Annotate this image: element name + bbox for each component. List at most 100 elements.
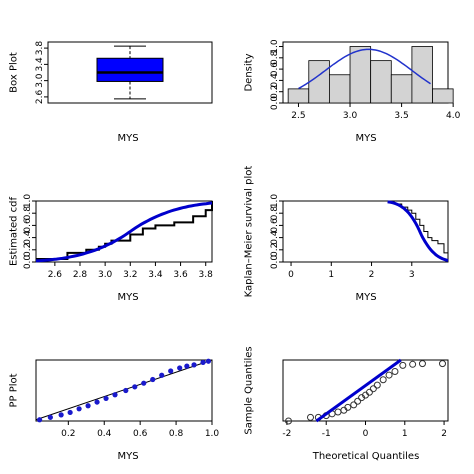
pp-point xyxy=(200,360,205,365)
y-tick-label: 3.8 xyxy=(35,41,45,56)
plot-frame xyxy=(36,201,212,262)
x-axis-label: MYS xyxy=(117,292,138,303)
x-tick-label: 0.8 xyxy=(169,429,184,439)
x-tick-label: 2.8 xyxy=(73,270,88,280)
qq-point xyxy=(392,368,398,374)
y-tick-label: 1.0 xyxy=(270,194,280,209)
y-tick-label: 1.0 xyxy=(23,194,33,209)
pp-point xyxy=(59,412,64,417)
cdf-panel: MYS Estimated cdf 0.00.20.40.60.81.0 2.6 2.8… xyxy=(8,194,213,303)
qq-point xyxy=(410,361,416,367)
y-tick-label: 3.0 xyxy=(35,73,45,88)
x-tick-label: 3.5 xyxy=(394,111,408,121)
pp-point xyxy=(37,417,42,422)
qq-point xyxy=(351,402,357,408)
box-iqr xyxy=(97,58,163,81)
y-axis-label: PP Plot xyxy=(8,373,19,407)
plot-frame xyxy=(283,360,448,421)
fitted-survival xyxy=(388,202,448,261)
pp-point xyxy=(150,377,155,382)
pp-point xyxy=(132,384,137,389)
x-tick-label: 3.2 xyxy=(123,270,137,280)
pp-point xyxy=(141,381,146,386)
box-plot-panel: MYS Box Plot 2.63.03.43.8 xyxy=(8,41,212,144)
x-tick-label: 1 xyxy=(402,429,408,439)
x-tick-label: 3.4 xyxy=(148,270,163,280)
empirical-cdf xyxy=(36,201,212,259)
histogram-bar xyxy=(288,89,309,103)
qq-point xyxy=(308,414,314,420)
y-axis-label: Box Plot xyxy=(8,52,19,93)
pp-point xyxy=(103,396,108,401)
pp-point xyxy=(159,373,164,378)
x-tick-label: 3.0 xyxy=(343,111,358,121)
x-tick-label: -2 xyxy=(282,429,291,439)
x-tick-label: 2 xyxy=(441,429,447,439)
pp-point xyxy=(206,359,211,364)
qq-point xyxy=(386,372,392,378)
histogram-bar xyxy=(309,61,330,103)
histogram-panel: MYS Density 0.00.20.40.60.81.0 2.5 3.0 3.5 4.0 xyxy=(243,39,460,144)
x-axis-label: Theoretical Quantiles xyxy=(312,451,420,462)
pp-point xyxy=(77,406,82,411)
qq-point xyxy=(335,409,341,415)
histogram-bar xyxy=(391,75,412,103)
x-tick-label: 0 xyxy=(288,270,294,280)
x-tick-label: 0.2 xyxy=(61,429,75,439)
pp-point xyxy=(168,368,173,373)
qq-point xyxy=(419,361,425,367)
qq-point xyxy=(380,377,386,383)
x-tick-label: 0 xyxy=(363,429,369,439)
y-axis-label: Sample Quantiles xyxy=(243,346,254,434)
x-tick-label: 1.0 xyxy=(205,429,220,439)
pp-point xyxy=(112,392,117,397)
histogram-bar xyxy=(329,75,350,103)
qq-point xyxy=(400,362,406,368)
x-tick-label: 1 xyxy=(328,270,334,280)
qq-point xyxy=(355,398,361,404)
x-tick-label: 3.8 xyxy=(199,270,214,280)
x-tick-label: 3 xyxy=(409,270,415,280)
qq-point xyxy=(440,361,446,367)
x-axis-label: MYS xyxy=(355,133,376,144)
pp-point xyxy=(123,388,128,393)
qq-point xyxy=(374,382,380,388)
qq-reference-line xyxy=(316,360,400,421)
y-tick-label: 1.0 xyxy=(270,39,280,54)
qq-point xyxy=(370,386,376,392)
km-survival-steps xyxy=(289,201,448,262)
pp-plot-panel: MYS PP Plot 0.2 0.4 0.6 0.8 1.0 xyxy=(8,359,219,462)
x-tick-label: 2.6 xyxy=(48,270,63,280)
x-axis-label: MYS xyxy=(355,292,376,303)
histogram-bar xyxy=(412,47,433,103)
pp-point xyxy=(177,365,182,370)
y-tick-label: 2.6 xyxy=(35,89,45,104)
y-axis-label: Density xyxy=(243,53,254,91)
y-axis-label: Kaplan–Meier survival plot xyxy=(243,166,254,298)
pp-point xyxy=(184,364,189,369)
x-tick-label: 3.0 xyxy=(98,270,113,280)
x-tick-label: 4.0 xyxy=(446,111,461,121)
x-tick-label: 2 xyxy=(369,270,375,280)
histogram-bar xyxy=(371,61,392,103)
fitted-cdf xyxy=(36,203,212,261)
x-axis-label: MYS xyxy=(117,451,138,462)
x-tick-label: -1 xyxy=(322,429,331,439)
pp-point xyxy=(68,410,73,415)
pp-point xyxy=(48,415,53,420)
qq-plot-panel: Theoretical Quantiles Sample Quantiles -2 -… xyxy=(243,346,448,462)
histogram-bar xyxy=(433,89,454,103)
plot-frame xyxy=(283,201,448,262)
x-tick-label: 0.6 xyxy=(133,429,148,439)
x-axis-label: MYS xyxy=(117,133,138,144)
histogram-bar xyxy=(350,47,371,103)
pp-point xyxy=(191,362,196,367)
x-tick-label: 0.4 xyxy=(97,429,112,439)
x-tick-label: 2.5 xyxy=(291,111,305,121)
y-axis-label: Estimated cdf xyxy=(8,196,19,266)
y-tick-label: 3.4 xyxy=(35,57,45,72)
x-tick-label: 3.6 xyxy=(173,270,188,280)
pp-point xyxy=(94,399,99,404)
